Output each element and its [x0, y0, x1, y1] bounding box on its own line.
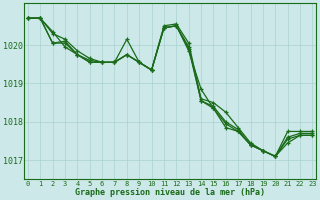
X-axis label: Graphe pression niveau de la mer (hPa): Graphe pression niveau de la mer (hPa) [75, 188, 265, 197]
